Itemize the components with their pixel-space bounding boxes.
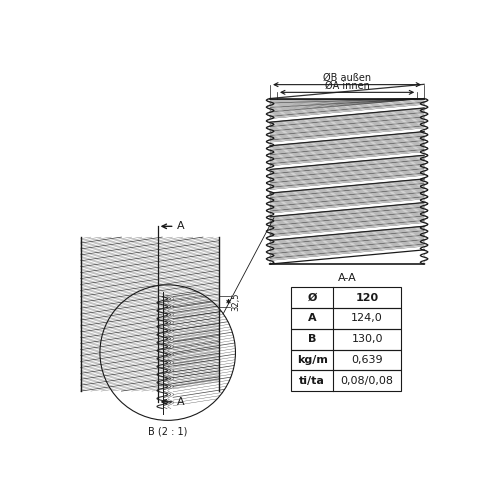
Text: 124,0: 124,0 (352, 314, 383, 324)
Bar (291, 350, 401, 370)
Text: B: B (308, 334, 316, 344)
Text: 0,08/0,08: 0,08/0,08 (340, 376, 394, 386)
Text: 0,639: 0,639 (352, 355, 383, 365)
Text: ØA innen: ØA innen (324, 81, 370, 91)
Text: ti/ta: ti/ta (299, 376, 325, 386)
Bar (291, 287, 401, 308)
Text: A-A: A-A (338, 274, 356, 283)
Bar (291, 370, 401, 391)
Bar (291, 308, 401, 328)
Text: A: A (177, 397, 184, 407)
Text: A: A (308, 314, 316, 324)
Text: ØB außen: ØB außen (323, 72, 371, 83)
Text: 130,0: 130,0 (352, 334, 383, 344)
Text: 32,5: 32,5 (231, 292, 240, 311)
Text: A: A (177, 222, 184, 232)
Text: 120: 120 (356, 292, 378, 302)
Text: Ø: Ø (308, 292, 317, 302)
Bar (291, 328, 401, 349)
Text: B (2 : 1): B (2 : 1) (148, 426, 188, 436)
Text: kg/m: kg/m (296, 355, 328, 365)
